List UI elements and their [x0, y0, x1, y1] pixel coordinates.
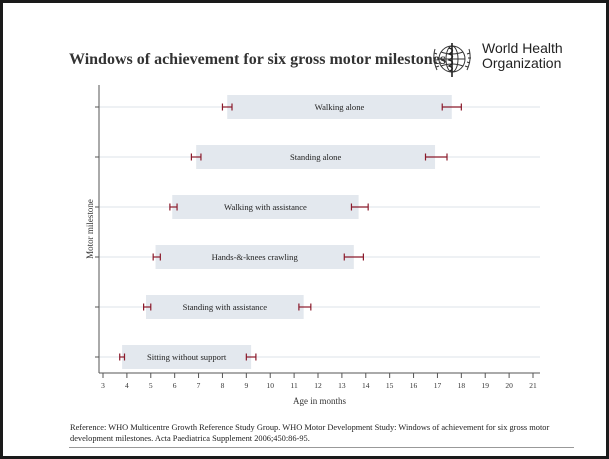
x-tick-label: 16 [410, 381, 418, 390]
milestone-bar [196, 145, 436, 169]
axes: 3 4 5 6 7 8 9 10 11 12 13 14 15 16 17 18 19 20 21 Age in mo… [85, 85, 540, 406]
milestone-bar [227, 95, 452, 119]
who-wordmark-line2: Organization [482, 55, 562, 71]
bottom-divider [69, 447, 574, 448]
who-wordmark-line1: World Health [482, 40, 563, 56]
who-emblem-icon [433, 43, 471, 77]
milestone-bar [146, 295, 304, 319]
x-tick-label: 14 [362, 381, 370, 390]
x-tick-label: 4 [125, 381, 129, 390]
bar-label: Standing alone [290, 152, 342, 162]
x-tick-label: 6 [173, 381, 177, 390]
milestone-chart: Walking alone Standing alone Walking with … [85, 85, 540, 406]
x-tick-label: 10 [266, 381, 274, 390]
grid-lines [99, 106, 540, 358]
x-tick-label: 8 [221, 381, 225, 390]
x-tick-label: 3 [101, 381, 105, 390]
x-tick-label: 21 [529, 381, 537, 390]
y-axis-title: Motor milestone [85, 199, 95, 259]
chart-title: Windows of achievement for six gross mot… [69, 51, 447, 68]
x-tick-label: 11 [290, 381, 297, 390]
slide: Windows of achievement for six gross mot… [3, 3, 606, 456]
reference-note: Reference: WHO Multicentre Growth Refere… [70, 423, 550, 443]
bar-label: Hands-&-knees crawling [212, 252, 299, 262]
bars: Walking alone Standing alone Walking with … [119, 95, 462, 369]
who-logo: World Health Organization [428, 39, 588, 79]
x-tick-label: 18 [458, 381, 466, 390]
milestone-bar [172, 195, 359, 219]
x-tick-label: 15 [386, 381, 394, 390]
x-tick-label: 7 [197, 381, 201, 390]
milestone-bar [155, 245, 354, 269]
bar-label: Walking with assistance [224, 202, 307, 212]
x-tick-label: 20 [505, 381, 513, 390]
bar-label: Sitting without support [147, 352, 227, 362]
x-tick-label: 12 [314, 381, 322, 390]
bar-label: Walking alone [315, 102, 365, 112]
x-tick-label: 5 [149, 381, 153, 390]
x-tick-label: 9 [244, 381, 248, 390]
x-axis-title: Age in months [293, 396, 346, 406]
x-tick-label: 19 [481, 381, 489, 390]
x-tick-label: 17 [434, 381, 442, 390]
x-tick-label: 13 [338, 381, 346, 390]
bar-label: Standing with assistance [183, 302, 268, 312]
who-wordmark: World Health Organization [482, 41, 563, 71]
milestone-bar [122, 345, 252, 369]
